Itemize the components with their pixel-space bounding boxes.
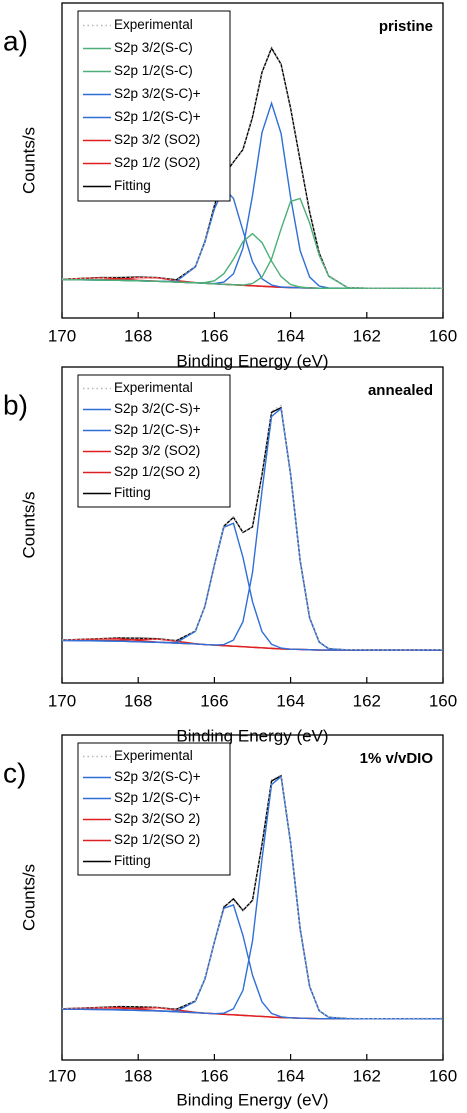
panel-letter: c) bbox=[3, 757, 26, 788]
series-line bbox=[61, 45, 444, 289]
x-tick-label: 170 bbox=[48, 691, 76, 710]
legend-label: Experimental bbox=[114, 17, 193, 32]
sample-label: annealed bbox=[368, 382, 433, 399]
legend-label: S2p 1/2(S-C)+ bbox=[114, 790, 201, 805]
plot-frame bbox=[61, 734, 444, 1061]
x-tick-label: 168 bbox=[124, 1066, 152, 1085]
series-line bbox=[61, 904, 443, 1020]
sample-label: 1% v/vDIO bbox=[360, 750, 434, 767]
legend-label: S2p 3/2 (SO2) bbox=[114, 132, 200, 147]
legend-label: Fitting bbox=[114, 485, 151, 500]
y-axis-label: Counts/s bbox=[19, 491, 38, 558]
legend-label: S2p 1/2(S-C)+ bbox=[114, 109, 201, 124]
legend-label: Fitting bbox=[114, 853, 151, 868]
x-tick-label: 168 bbox=[124, 691, 152, 710]
x-tick-label: 164 bbox=[276, 691, 304, 710]
x-tick-label: 168 bbox=[124, 326, 152, 345]
sample-label: pristine bbox=[379, 18, 433, 35]
legend-box bbox=[77, 374, 231, 508]
series-line bbox=[61, 774, 444, 1020]
series-line bbox=[61, 197, 443, 289]
legend-label: Experimental bbox=[114, 748, 193, 763]
x-tick-label: 160 bbox=[429, 691, 457, 710]
legend-label: Fitting bbox=[114, 178, 151, 193]
legend-label: S2p 1/2(S-C) bbox=[114, 63, 193, 78]
legend-box bbox=[77, 10, 231, 202]
legend-label: Experimental bbox=[114, 380, 193, 395]
x-tick-label: 166 bbox=[200, 326, 228, 345]
x-tick-label: 162 bbox=[353, 1066, 381, 1085]
plot-frame bbox=[61, 366, 444, 684]
x-tick-label: 170 bbox=[48, 326, 76, 345]
x-axis-label: Binding Energy (eV) bbox=[176, 351, 328, 370]
legend-label: S2p 3/2 (SO2) bbox=[114, 443, 200, 458]
legend-label: S2p 1/2(C-S)+ bbox=[114, 422, 201, 437]
x-tick-label: 160 bbox=[429, 326, 457, 345]
legend-label: S2p 3/2(S-C)+ bbox=[114, 769, 201, 784]
legend-label: S2p 3/2(C-S)+ bbox=[114, 401, 201, 416]
x-axis-label: Binding Energy (eV) bbox=[176, 1090, 328, 1109]
x-tick-label: 166 bbox=[200, 1066, 228, 1085]
x-tick-label: 170 bbox=[48, 1066, 76, 1085]
x-tick-label: 162 bbox=[353, 691, 381, 710]
legend-label: S2p 1/2 (SO2) bbox=[114, 155, 200, 170]
y-axis-label: Counts/s bbox=[19, 127, 38, 194]
x-tick-label: 166 bbox=[200, 691, 228, 710]
legend-box bbox=[77, 742, 231, 876]
x-tick-label: 164 bbox=[276, 1066, 304, 1085]
x-axis-label: Binding Energy (eV) bbox=[176, 726, 328, 745]
x-tick-label: 160 bbox=[429, 1066, 457, 1085]
plot-frame bbox=[61, 2, 444, 319]
panel-letter: a) bbox=[3, 25, 28, 56]
y-axis-label: Counts/s bbox=[19, 864, 38, 931]
series-line bbox=[61, 187, 443, 289]
legend-label: S2p 1/2(SO 2) bbox=[114, 832, 200, 847]
panel-letter: b) bbox=[3, 389, 28, 420]
legend-label: S2p 3/2(S-C) bbox=[114, 40, 193, 55]
legend-label: S2p 3/2(S-C)+ bbox=[114, 86, 201, 101]
series-line bbox=[61, 522, 443, 651]
series-line bbox=[61, 404, 444, 651]
legend-label: S2p 3/2(SO 2) bbox=[114, 811, 200, 826]
x-tick-label: 162 bbox=[353, 326, 381, 345]
legend-label: S2p 1/2(SO 2) bbox=[114, 464, 200, 479]
x-tick-label: 164 bbox=[276, 326, 304, 345]
